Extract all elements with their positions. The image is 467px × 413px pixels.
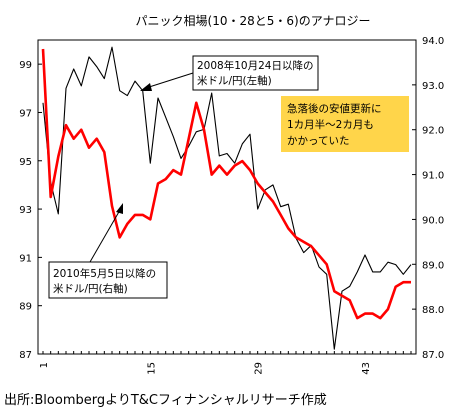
right-tick-label: 89.0 xyxy=(422,260,444,271)
left-tick-label: 91 xyxy=(19,253,32,264)
left-tick-label: 89 xyxy=(19,302,32,313)
right-tick-label: 88.0 xyxy=(422,305,444,316)
right-tick-label: 87.0 xyxy=(422,350,444,361)
right-tick-label: 92.0 xyxy=(422,126,444,137)
callout-2010-arrow xyxy=(89,209,121,263)
left-tick-label: 87 xyxy=(19,350,32,361)
note-box: 急落後の安値更新に 1カ月半〜2カ月も かかっていた xyxy=(281,96,409,152)
callout-2008: 2008年10月24日以降の 米ドル/円(左軸) xyxy=(140,55,319,91)
left-tick-label: 93 xyxy=(19,205,32,216)
left-axis: 87 89 91 93 95 97 99 xyxy=(19,60,42,361)
series-line-2010-usdjpy xyxy=(41,48,411,320)
note-line-2: 1カ月半〜2カ月も xyxy=(287,118,374,131)
right-axis: 87.0 88.0 89.0 90.0 91.0 92.0 93.0 94.0 xyxy=(412,36,444,361)
right-tick-label: 91.0 xyxy=(422,171,444,182)
callout-2008-arrowhead xyxy=(140,83,152,91)
x-tick-label: 1 xyxy=(39,362,50,368)
callout-2008-line-2: 米ドル/円(左軸) xyxy=(197,74,272,87)
callout-2008-arrow xyxy=(145,72,194,89)
note-line-3: かかっていた xyxy=(287,135,349,147)
callout-2010-box xyxy=(48,261,168,299)
right-tick-label: 94.0 xyxy=(422,36,444,47)
left-tick-label: 99 xyxy=(19,60,32,71)
source-note: 出所:BloombergよりT&Cフィナンシャルリサーチ作成 xyxy=(4,393,327,408)
note-line-1: 急落後の安値更新に xyxy=(287,102,382,115)
right-tick-label: 90.0 xyxy=(422,215,444,226)
callout-2008-line-1: 2008年10月24日以降の xyxy=(197,59,313,72)
left-tick-label: 97 xyxy=(19,108,32,119)
chart-title: パニック相場(10・28と5・6)のアナロジー xyxy=(136,14,371,28)
x-tick-label: 43 xyxy=(361,362,372,375)
series-line-2008-usdjpy xyxy=(42,46,412,350)
x-tick-label: 29 xyxy=(254,362,265,375)
callout-2010-line-2: 米ドル/円(右軸) xyxy=(53,282,128,295)
callout-2010-arrowhead xyxy=(116,203,123,214)
note-box-background xyxy=(281,96,409,152)
x-tick-label: 15 xyxy=(146,362,157,375)
callout-2010-line-1: 2010年5月5日以降の xyxy=(53,267,156,280)
x-axis: 1 15 29 43 xyxy=(39,351,412,375)
callout-2010: 2010年5月5日以降の 米ドル/円(右軸) xyxy=(48,203,168,299)
series-layer xyxy=(41,46,412,350)
left-tick-label: 95 xyxy=(19,157,32,168)
right-tick-label: 93.0 xyxy=(422,81,444,92)
